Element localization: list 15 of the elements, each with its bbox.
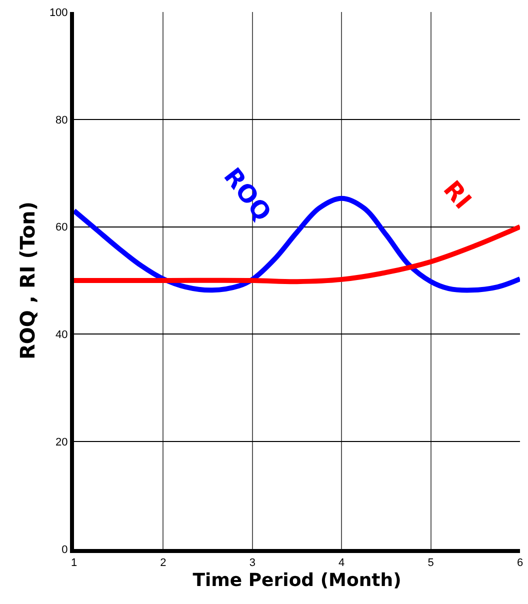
y-tick-label: 20 xyxy=(56,436,68,448)
x-tick-label: 4 xyxy=(338,557,345,570)
x-tick-label: 5 xyxy=(428,557,434,570)
y-axis-title: ROQ , RI (Ton) xyxy=(15,202,40,360)
y-tick-label: 60 xyxy=(56,222,68,234)
text: RI xyxy=(438,175,477,214)
y-tick-label: 40 xyxy=(56,329,68,342)
y-tick-label: 0 xyxy=(62,544,68,556)
x-tick-label: 2 xyxy=(160,557,166,570)
x-axis-title: Time Period (Month) xyxy=(192,570,402,591)
x-tick-label: 3 xyxy=(249,557,256,570)
x-tick-label: 6 xyxy=(516,557,524,570)
y-tick-label: 100 xyxy=(49,6,68,19)
y-tick-label: 80 xyxy=(56,114,68,126)
x-tick-label: 1 xyxy=(70,557,78,570)
